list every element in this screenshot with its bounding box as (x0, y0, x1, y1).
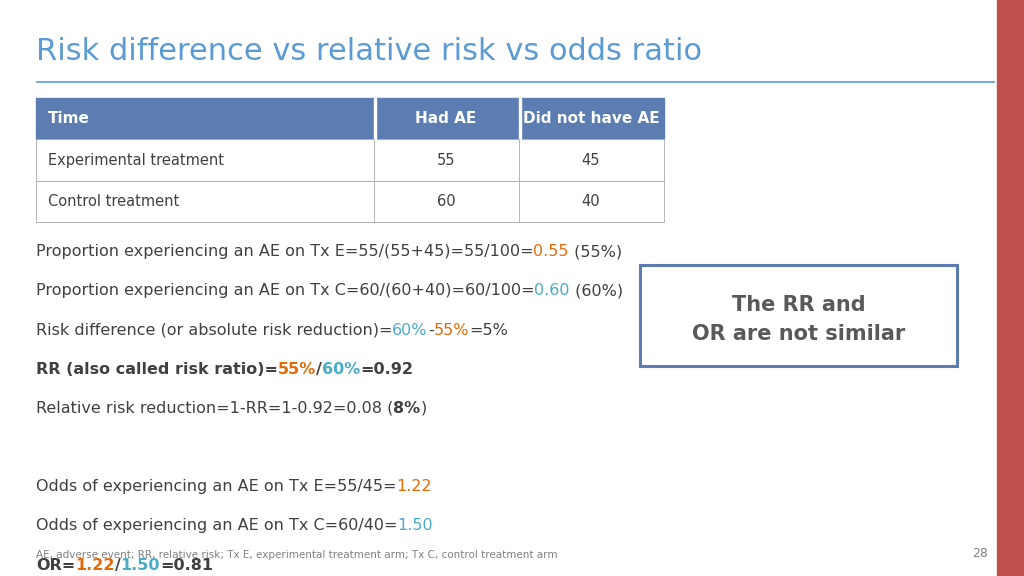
Text: =5%: =5% (469, 323, 508, 338)
Text: =0.81: =0.81 (160, 558, 213, 573)
Text: =0.92: =0.92 (360, 362, 414, 377)
Text: 28: 28 (972, 547, 988, 560)
Text: Relative risk reduction=1-RR=1-0.92=0.08 (: Relative risk reduction=1-RR=1-0.92=0.08… (36, 401, 393, 416)
Text: Had AE: Had AE (416, 111, 477, 126)
Text: /: / (316, 362, 322, 377)
Bar (374, 98, 376, 139)
Text: (60%): (60%) (570, 283, 623, 298)
Text: 1.22: 1.22 (75, 558, 115, 573)
Text: -: - (428, 323, 433, 338)
Text: ): ) (420, 401, 427, 416)
Text: 1.22: 1.22 (396, 479, 432, 494)
Text: Proportion experiencing an AE on Tx E=55/(55+45)=55/100=: Proportion experiencing an AE on Tx E=55… (36, 244, 534, 259)
Text: Proportion experiencing an AE on Tx C=60/(60+40)=60/100=: Proportion experiencing an AE on Tx C=60… (36, 283, 535, 298)
Text: /: / (115, 558, 121, 573)
Text: 1.50: 1.50 (121, 558, 160, 573)
Text: 60%: 60% (392, 323, 428, 338)
Text: Odds of experiencing an AE on Tx E=55/45=: Odds of experiencing an AE on Tx E=55/45… (36, 479, 396, 494)
Bar (997, 0, 1024, 576)
Text: Control treatment: Control treatment (48, 194, 179, 209)
Bar (36, 181, 664, 222)
Text: 8%: 8% (393, 401, 420, 416)
Text: OR are not similar: OR are not similar (692, 324, 905, 343)
Text: (55%): (55%) (569, 244, 623, 259)
Text: 60%: 60% (322, 362, 360, 377)
Text: 40: 40 (582, 194, 600, 209)
Text: Experimental treatment: Experimental treatment (48, 153, 224, 168)
FancyBboxPatch shape (640, 265, 957, 366)
Bar (36, 98, 664, 139)
Text: Did not have AE: Did not have AE (522, 111, 659, 126)
Text: 45: 45 (582, 153, 600, 168)
Text: Odds of experiencing an AE on Tx C=60/40=: Odds of experiencing an AE on Tx C=60/40… (36, 518, 397, 533)
Text: 1.50: 1.50 (397, 518, 433, 533)
Text: Risk difference (or absolute risk reduction)=: Risk difference (or absolute risk reduct… (36, 323, 392, 338)
Text: 55%: 55% (278, 362, 316, 377)
Text: 55: 55 (437, 153, 456, 168)
Text: 55%: 55% (433, 323, 469, 338)
Text: RR (also called risk ratio)=: RR (also called risk ratio)= (36, 362, 278, 377)
Text: Risk difference vs relative risk vs odds ratio: Risk difference vs relative risk vs odds… (36, 37, 701, 66)
Text: 60: 60 (437, 194, 456, 209)
Text: The RR and: The RR and (732, 295, 865, 315)
Text: AE, adverse event; RR, relative risk; Tx E, experimental treatment arm; Tx C, co: AE, adverse event; RR, relative risk; Tx… (36, 550, 557, 560)
Bar (518, 98, 520, 139)
Bar (36, 139, 664, 181)
Text: 0.60: 0.60 (535, 283, 570, 298)
Text: Time: Time (48, 111, 90, 126)
Text: OR=: OR= (36, 558, 75, 573)
Text: 0.55: 0.55 (534, 244, 569, 259)
